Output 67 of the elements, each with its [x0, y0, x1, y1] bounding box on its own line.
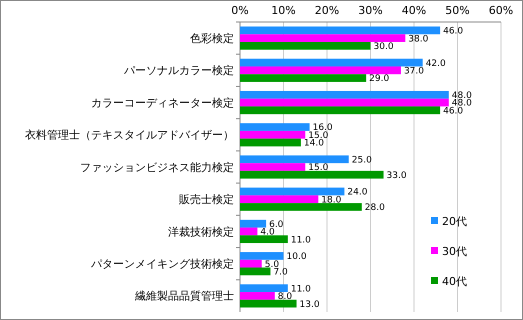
x-tick-label: 40% — [402, 4, 426, 17]
x-tick-label: 30% — [358, 4, 383, 17]
data-label: 15.0 — [308, 163, 329, 174]
data-label: 29.0 — [369, 74, 390, 84]
bar — [240, 252, 284, 260]
y-tick-label: パターンメイキング技術検定 — [90, 258, 234, 271]
data-label: 13.0 — [300, 300, 320, 310]
y-tick-label: カラーコーディネーター検定 — [91, 96, 234, 110]
y-tick-label: 衣料管理士（テキスタイルアドバイザー） — [25, 128, 234, 142]
x-tick-label: 60% — [488, 4, 514, 17]
bar — [240, 74, 366, 82]
bar — [240, 188, 344, 196]
bar — [240, 235, 288, 244]
bar — [240, 26, 440, 34]
bar — [240, 130, 306, 139]
x-tick-label: 50% — [445, 4, 470, 17]
bar — [240, 58, 423, 66]
data-label: 38.0 — [408, 34, 429, 44]
bar — [240, 228, 258, 236]
data-label: 4.0 — [260, 228, 275, 238]
bar — [240, 300, 297, 308]
y-tick-label: ファッションビジネス能力検定 — [80, 160, 234, 174]
data-label: 28.0 — [364, 203, 386, 214]
bar — [240, 203, 362, 211]
y-tick-label: 販売士検定 — [179, 193, 234, 206]
data-label: 11.0 — [290, 235, 312, 246]
data-label: 37.0 — [404, 66, 424, 76]
bar — [240, 155, 349, 164]
bar — [240, 90, 449, 99]
data-label: 33.0 — [386, 170, 407, 181]
legend-label: 40代 — [442, 274, 467, 288]
data-label: 30.0 — [374, 42, 394, 52]
bar — [240, 260, 262, 268]
bar — [240, 195, 318, 204]
data-label: 42.0 — [426, 58, 446, 69]
bar — [240, 66, 401, 74]
bar — [240, 292, 275, 300]
data-label: 14.0 — [304, 138, 324, 149]
data-label: 7.0 — [273, 268, 288, 278]
y-tick-label: 洋裁技術検定 — [168, 225, 234, 238]
data-label: 25.0 — [352, 155, 372, 166]
bar — [240, 138, 301, 146]
bar — [240, 98, 449, 106]
bar — [240, 163, 306, 171]
bar — [240, 123, 310, 131]
data-label: 46.0 — [443, 26, 464, 37]
y-tick-label: パーソナルカラー検定 — [123, 64, 234, 78]
bar — [240, 34, 406, 42]
legend-label: 30代 — [442, 244, 467, 258]
bar — [240, 268, 270, 276]
data-label: 46.0 — [443, 106, 464, 116]
data-label: 8.0 — [278, 292, 292, 302]
x-tick-label: 20% — [314, 4, 340, 17]
bar — [240, 42, 370, 50]
bar — [240, 220, 266, 228]
bar — [240, 170, 384, 179]
x-tick-label: 10% — [271, 4, 296, 17]
data-label: 18.0 — [321, 195, 342, 206]
legend-label: 20代 — [442, 214, 467, 228]
y-tick-label: 色彩検定 — [190, 32, 234, 45]
data-label: 10.0 — [286, 252, 307, 262]
bar — [240, 284, 288, 292]
x-tick-label: 0% — [231, 4, 249, 17]
bar — [240, 106, 440, 114]
data-label: 24.0 — [347, 188, 368, 198]
y-tick-label: 繊維製品品質管理士 — [134, 290, 234, 303]
data-label: 11.0 — [290, 284, 312, 294]
